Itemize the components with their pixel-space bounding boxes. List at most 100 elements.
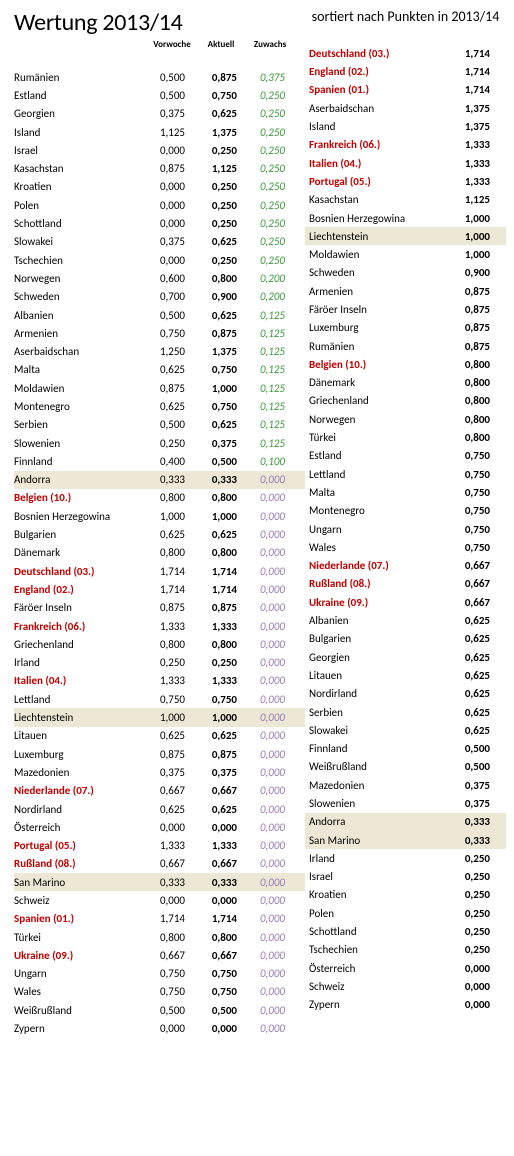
table-row: Norwegen0,6000,8000,200: [14, 269, 305, 287]
country-name: Kroatien: [14, 180, 147, 193]
points-value: 1,000: [440, 230, 500, 243]
vorwoche-value: 0,375: [147, 107, 197, 120]
country-name: Norwegen: [305, 413, 440, 426]
aktuell-value: 0,667: [197, 784, 245, 797]
country-name: Frankreich (06.): [14, 620, 147, 633]
points-value: 0,625: [440, 669, 500, 682]
zuwachs-value: 0,250: [245, 180, 295, 193]
vorwoche-value: 1,714: [147, 583, 197, 596]
country-name: Island: [14, 126, 147, 139]
vorwoche-value: 0,500: [147, 1004, 197, 1017]
left-headers: Vorwoche Aktuell Zuwachs: [14, 39, 305, 50]
aktuell-value: 0,667: [197, 857, 245, 870]
zuwachs-value: 0,375: [245, 71, 295, 84]
points-value: 0,333: [440, 815, 500, 828]
country-name: Estland: [305, 449, 440, 462]
country-name: Liechtenstein: [14, 711, 147, 724]
vorwoche-value: 0,400: [147, 455, 197, 468]
vorwoche-value: 0,667: [147, 857, 197, 870]
points-value: 0,500: [440, 760, 500, 773]
table-row: Schweiz0,0000,0000,000: [14, 891, 305, 909]
zuwachs-value: 0,000: [245, 839, 295, 852]
table-row: Slowenien0,2500,3750,125: [14, 434, 305, 452]
country-name: Ukraine (09.): [305, 596, 440, 609]
country-name: Ungarn: [14, 967, 147, 980]
country-name: Slowakei: [14, 235, 147, 248]
header-name-spacer: [14, 39, 147, 50]
zuwachs-value: 0,125: [245, 309, 295, 322]
zuwachs-value: 0,000: [245, 491, 295, 504]
country-name: Luxemburg: [305, 321, 440, 334]
zuwachs-value: 0,250: [245, 162, 295, 175]
points-value: 0,800: [440, 358, 500, 371]
aktuell-value: 1,333: [197, 674, 245, 687]
vorwoche-value: 0,625: [147, 803, 197, 816]
country-name: Serbien: [14, 418, 147, 431]
points-value: 0,750: [440, 541, 500, 554]
table-row: Frankreich (06.)1,333: [305, 136, 506, 154]
aktuell-value: 0,750: [197, 693, 245, 706]
country-name: England (02.): [14, 583, 147, 596]
left-rows: Rumänien0,5000,8750,375Estland0,5000,750…: [14, 68, 305, 1038]
table-row: Dänemark0,8000,8000,000: [14, 544, 305, 562]
table-row: Kasachstan1,125: [305, 191, 506, 209]
table-row: Lettland0,7500,7500,000: [14, 690, 305, 708]
vorwoche-value: 0,875: [147, 748, 197, 761]
zuwachs-value: 0,200: [245, 272, 295, 285]
aktuell-value: 0,875: [197, 71, 245, 84]
table-row: Schweden0,7000,9000,200: [14, 288, 305, 306]
zuwachs-value: 0,000: [245, 985, 295, 998]
country-name: Griechenland: [14, 638, 147, 651]
table-row: Griechenland0,800: [305, 392, 506, 410]
country-name: Bosnien Herzegowina: [14, 510, 147, 523]
country-name: Rußland (08.): [14, 857, 147, 870]
country-name: Schweden: [305, 266, 440, 279]
zuwachs-value: 0,125: [245, 345, 295, 358]
country-name: Niederlande (07.): [14, 784, 147, 797]
vorwoche-value: 0,500: [147, 89, 197, 102]
table-row: Niederlande (07.)0,6670,6670,000: [14, 782, 305, 800]
country-name: Norwegen: [14, 272, 147, 285]
points-value: 0,800: [440, 431, 500, 444]
points-value: 0,875: [440, 321, 500, 334]
table-row: Kroatien0,0000,2500,250: [14, 178, 305, 196]
vorwoche-value: 0,625: [147, 363, 197, 376]
vorwoche-value: 1,333: [147, 839, 197, 852]
points-value: 0,625: [440, 706, 500, 719]
zuwachs-value: 0,200: [245, 290, 295, 303]
country-name: Polen: [305, 907, 440, 920]
aktuell-value: 0,250: [197, 656, 245, 669]
vorwoche-value: 0,000: [147, 1022, 197, 1035]
country-name: Schottland: [14, 217, 147, 230]
country-name: Tschechien: [14, 254, 147, 267]
points-value: 0,500: [440, 742, 500, 755]
table-row: Montenegro0,6250,7500,125: [14, 397, 305, 415]
table-row: Irland0,250: [305, 849, 506, 867]
table-row: Serbien0,5000,6250,125: [14, 416, 305, 434]
vorwoche-value: 0,750: [147, 985, 197, 998]
zuwachs-value: 0,000: [245, 620, 295, 633]
table-row: Andorra0,3330,3330,000: [14, 471, 305, 489]
aktuell-value: 0,900: [197, 290, 245, 303]
country-name: Aserbaidschan: [14, 345, 147, 358]
zuwachs-value: 0,000: [245, 894, 295, 907]
points-value: 1,375: [440, 102, 500, 115]
table-row: Zypern0,0000,0000,000: [14, 1019, 305, 1037]
country-name: Bulgarien: [14, 528, 147, 541]
vorwoche-value: 0,800: [147, 931, 197, 944]
table-row: Slowakei0,3750,6250,250: [14, 233, 305, 251]
table-row: Liechtenstein1,0001,0000,000: [14, 708, 305, 726]
points-value: 1,000: [440, 212, 500, 225]
table-row: Polen0,250: [305, 904, 506, 922]
aktuell-value: 0,500: [197, 455, 245, 468]
table-row: Schweden0,900: [305, 264, 506, 282]
zuwachs-value: 0,000: [245, 857, 295, 870]
country-name: Liechtenstein: [305, 230, 440, 243]
table-row: Montenegro0,750: [305, 502, 506, 520]
country-name: Luxemburg: [14, 748, 147, 761]
zuwachs-value: 0,000: [245, 601, 295, 614]
country-name: Slowenien: [14, 437, 147, 450]
country-name: Mazedonien: [305, 779, 440, 792]
zuwachs-value: 0,000: [245, 510, 295, 523]
points-value: 0,750: [440, 468, 500, 481]
